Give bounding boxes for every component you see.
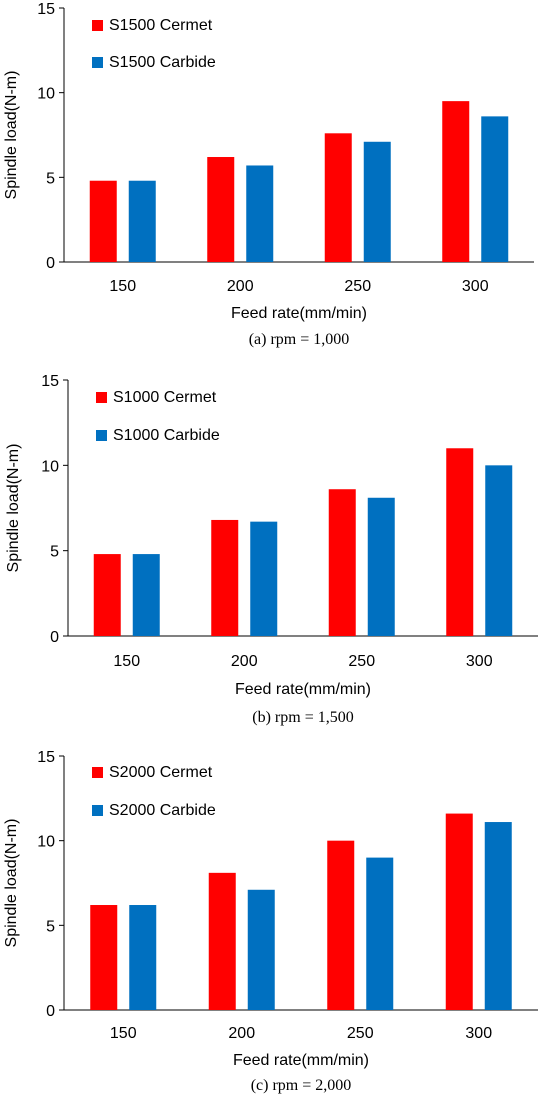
legend-swatch xyxy=(92,767,103,778)
y-tick-label: 5 xyxy=(50,544,59,561)
x-axis-title: Feed rate(mm/min) xyxy=(233,1052,369,1069)
y-tick-label: 10 xyxy=(37,834,55,851)
x-tick-label: 250 xyxy=(347,1025,374,1042)
y-tick-label: 5 xyxy=(46,170,55,187)
y-tick-label: 15 xyxy=(41,373,59,390)
y-tick-label: 15 xyxy=(37,749,55,766)
bar-s1000-carbide-150 xyxy=(132,554,160,636)
bar-s2000-cermet-250 xyxy=(327,840,355,1010)
bar-s1500-cermet-300 xyxy=(442,101,470,262)
bar-s1000-carbide-300 xyxy=(485,465,513,636)
legend-swatch xyxy=(92,805,103,816)
y-axis-title: Spindle load(N-m) xyxy=(3,819,20,948)
bar-s1000-cermet-200 xyxy=(211,519,239,636)
legend-label: S1500 Cermet xyxy=(109,17,213,34)
y-tick-label: 0 xyxy=(46,1003,55,1020)
bar-s2000-carbide-300 xyxy=(484,822,512,1010)
x-tick-label: 250 xyxy=(344,278,371,295)
bar-s1000-cermet-150 xyxy=(93,554,121,636)
bar-s2000-cermet-300 xyxy=(445,813,473,1010)
legend-label: S2000 Carbide xyxy=(109,802,216,819)
x-tick-label: 200 xyxy=(228,1025,255,1042)
bar-s2000-carbide-250 xyxy=(366,857,394,1010)
chart-panel-2: 0 5 10 15 150 200 250 300 Feed rate(mm/min) Spind… xyxy=(5,373,538,726)
bar-s1500-carbide-150 xyxy=(128,180,156,262)
x-tick-label: 150 xyxy=(110,1025,137,1042)
bar-s1500-carbide-200 xyxy=(246,165,274,262)
y-tick-label: 10 xyxy=(37,86,55,103)
y-tick-label: 0 xyxy=(50,629,59,646)
bar-s1500-carbide-300 xyxy=(481,116,509,262)
figure-caption: (c) rpm = 2,000 xyxy=(251,1077,352,1094)
x-tick-label: 200 xyxy=(231,653,258,670)
x-axis-title: Feed rate(mm/min) xyxy=(231,305,367,322)
x-tick-label: 200 xyxy=(227,278,254,295)
legend-label: S1000 Cermet xyxy=(113,389,217,406)
bar-s2000-carbide-150 xyxy=(129,905,157,1010)
legend-swatch xyxy=(96,430,107,441)
x-tick-label: 250 xyxy=(348,653,375,670)
x-axis-title: Feed rate(mm/min) xyxy=(235,681,371,698)
legend-swatch xyxy=(92,20,103,31)
chart-panel-1: 0 5 10 15 150 200 250 300 Feed rate(mm/min) Spind… xyxy=(3,1,534,348)
bar-s1500-carbide-250 xyxy=(363,141,391,262)
figure-caption: (a) rpm = 1,000 xyxy=(249,331,350,348)
y-axis-title: Spindle load(N-m) xyxy=(3,71,20,200)
bar-s1000-cermet-250 xyxy=(328,489,356,636)
bar-s2000-carbide-200 xyxy=(247,889,275,1010)
bar-s2000-cermet-200 xyxy=(208,872,236,1010)
legend-label: S2000 Cermet xyxy=(109,764,213,781)
legend-label: S1000 Carbide xyxy=(113,427,220,444)
y-axis-title: Spindle load(N-m) xyxy=(5,444,22,573)
y-tick-label: 10 xyxy=(41,458,59,475)
y-tick-label: 0 xyxy=(46,255,55,272)
y-tick-label: 5 xyxy=(46,918,55,935)
bar-s1500-cermet-200 xyxy=(207,157,235,262)
x-tick-label: 300 xyxy=(466,653,493,670)
bar-s1500-cermet-250 xyxy=(324,133,352,262)
x-tick-label: 150 xyxy=(113,653,140,670)
y-tick-label: 15 xyxy=(37,1,55,18)
legend-label: S1500 Carbide xyxy=(109,54,216,71)
legend-swatch xyxy=(92,57,103,68)
chart-panel-3: 0 5 10 15 150 200 250 300 Feed rate(mm/min) Spind… xyxy=(3,749,538,1094)
x-tick-label: 300 xyxy=(465,1025,492,1042)
bar-s1000-carbide-200 xyxy=(250,521,278,636)
legend-swatch xyxy=(96,392,107,403)
x-tick-label: 150 xyxy=(109,278,136,295)
bar-s1500-cermet-150 xyxy=(89,180,117,262)
bar-s2000-cermet-150 xyxy=(90,905,118,1010)
x-tick-label: 300 xyxy=(462,278,489,295)
bar-s1000-carbide-250 xyxy=(367,497,395,636)
figure-caption: (b) rpm = 1,500 xyxy=(252,709,353,726)
bar-s1000-cermet-300 xyxy=(446,448,474,636)
